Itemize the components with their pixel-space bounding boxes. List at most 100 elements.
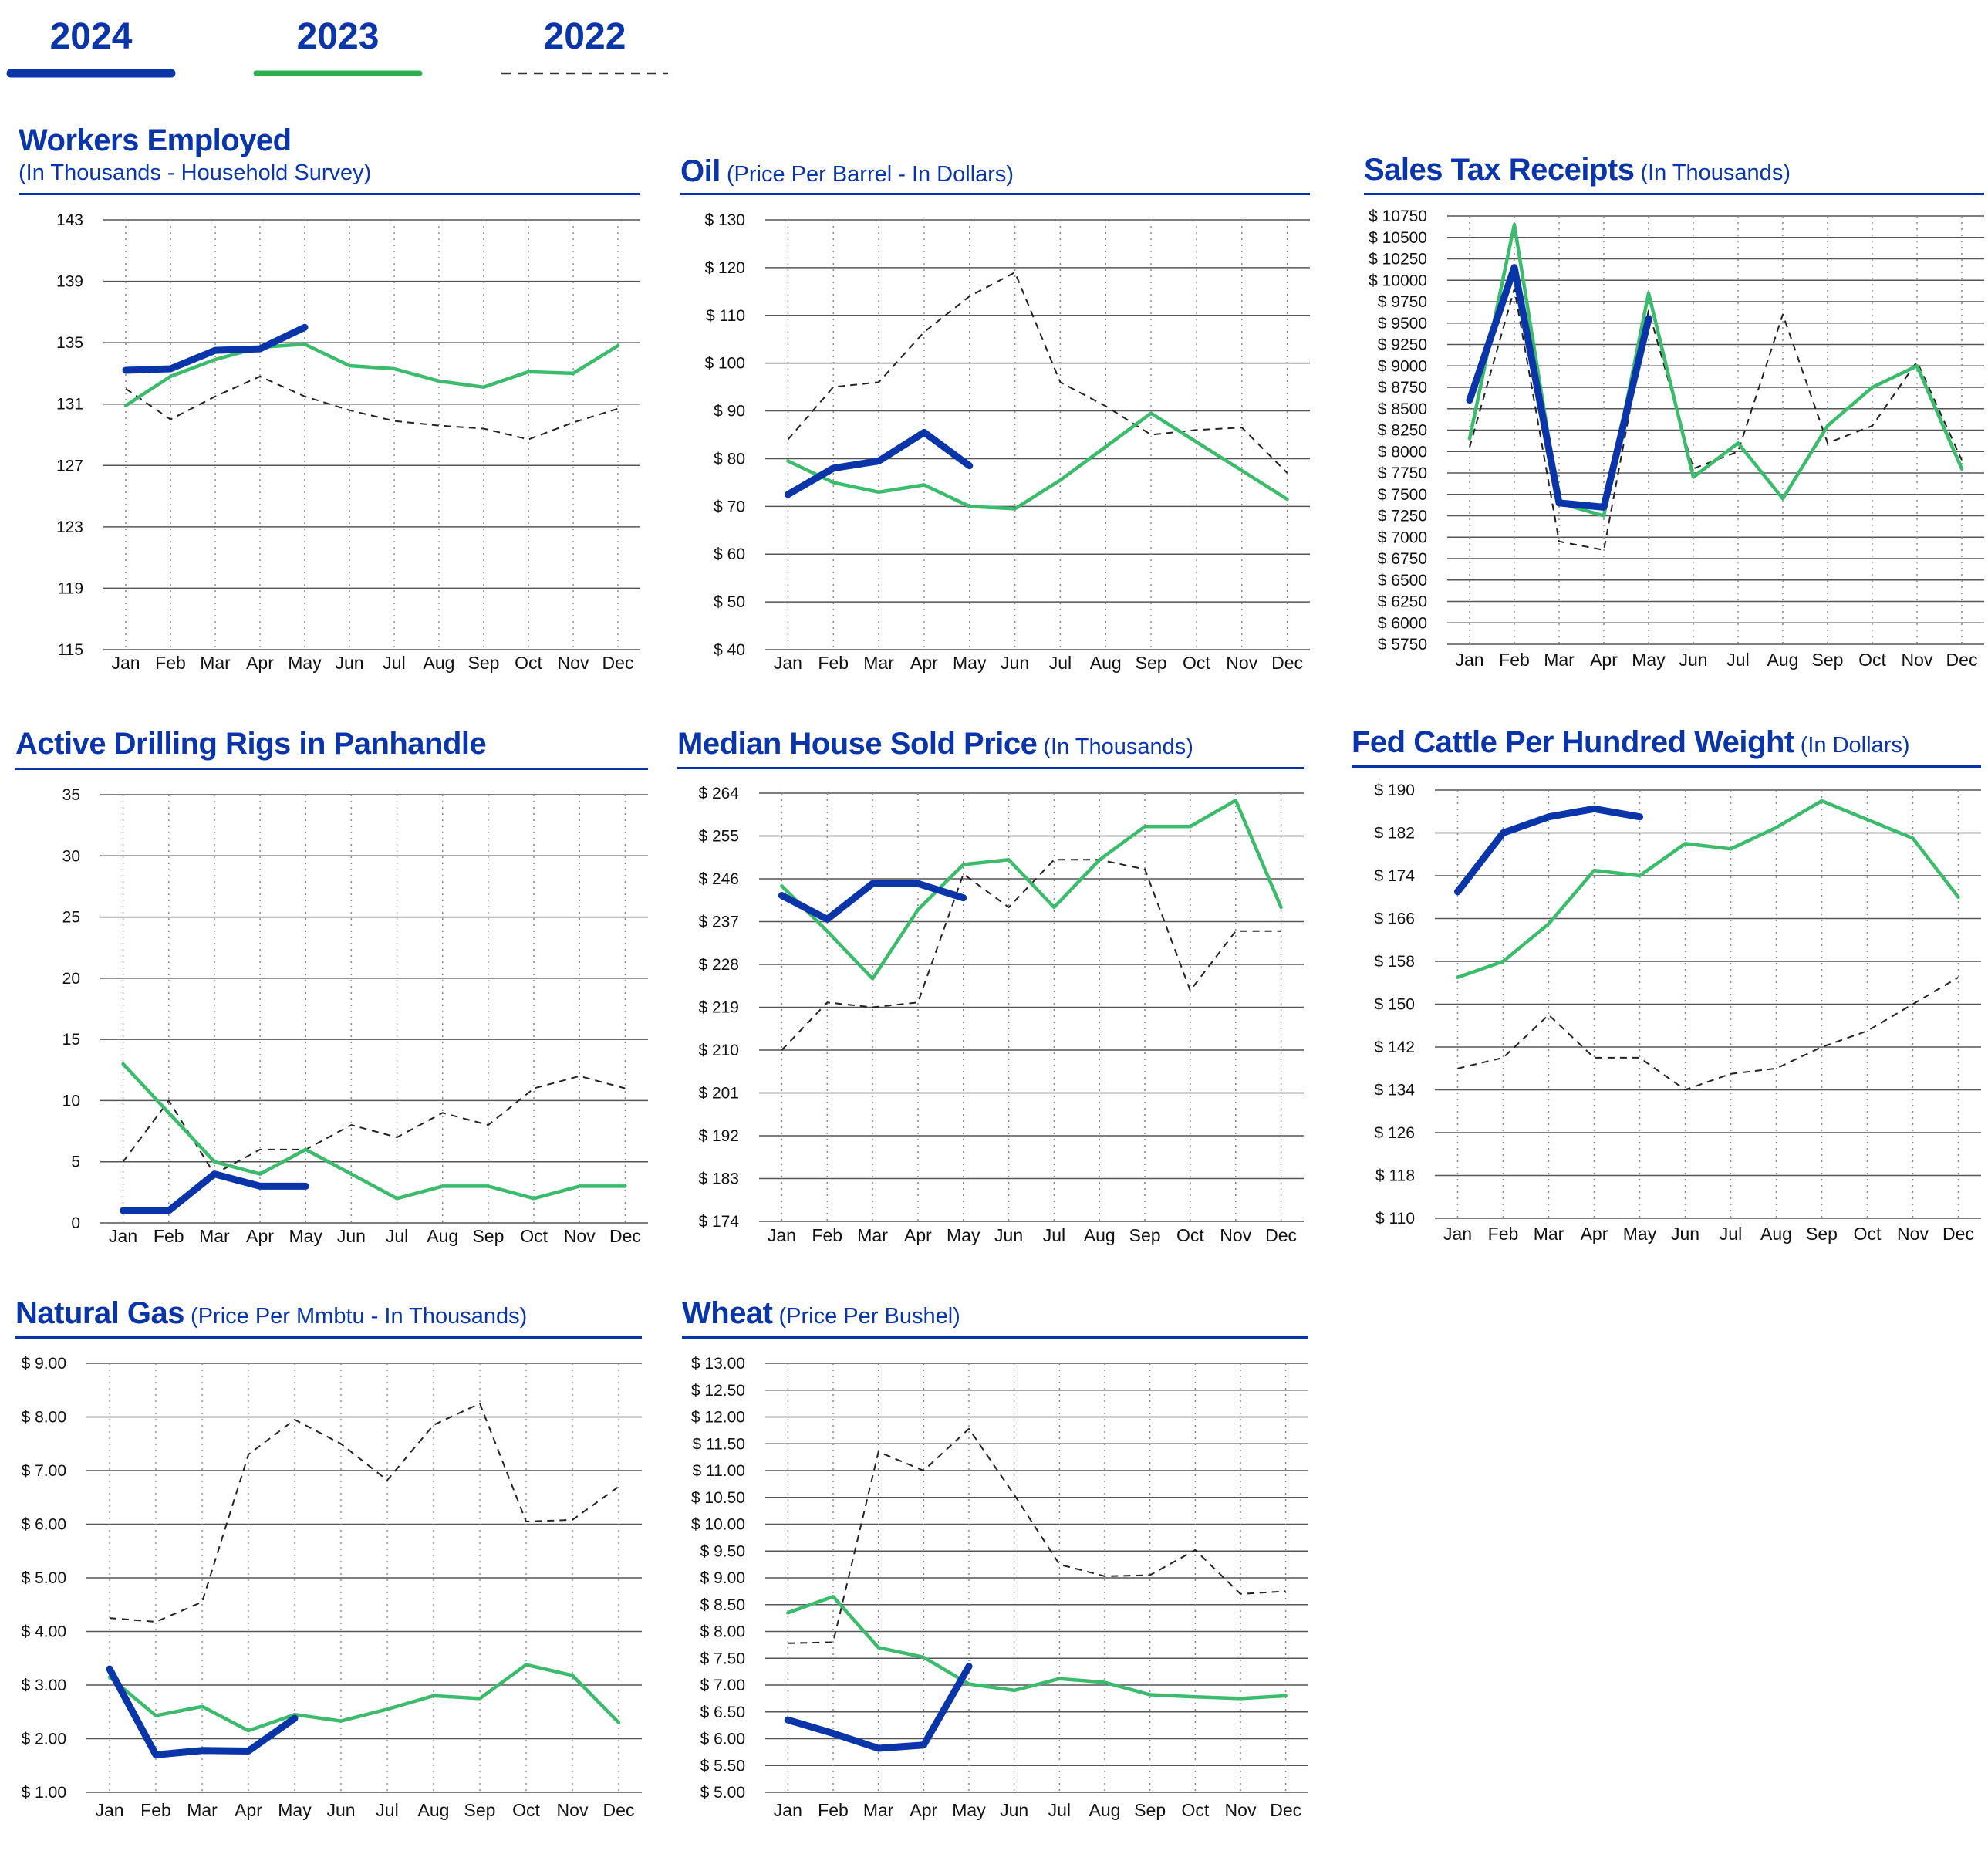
x-tick-label: May	[1632, 650, 1666, 670]
y-tick-label: 135	[56, 334, 83, 352]
x-tick-label: Jan	[1455, 650, 1483, 670]
x-tick-label: May	[952, 1800, 986, 1820]
y-tick-label: $ 110	[1375, 1210, 1415, 1228]
y-tick-label: $ 264	[698, 785, 739, 802]
chart-plot-sales-tax: $ 5750 $ 6000 $ 6250 $ 6500 $ 6750 $ 7000 $ 72…	[1369, 208, 1984, 670]
y-tick-label: $ 90	[714, 403, 745, 420]
chart-sales-tax-receipts: Sales Tax Receipts (In Thousands) $ 5750 $…	[1364, 153, 1984, 685]
chart-plot-cattle: $ 110 $ 118 $ 126 $ 134 $ 142 $ 150 $ 158 $ 166…	[1374, 782, 1981, 1244]
x-tick-label: Jul	[386, 1226, 408, 1246]
y-tick-label: 30	[62, 847, 80, 865]
x-tick-label: Jun	[1671, 1224, 1699, 1244]
x-tick-label: Nov	[1220, 1225, 1251, 1245]
x-tick-label: Jun	[1001, 653, 1029, 673]
y-tick-label: $ 100	[704, 355, 745, 373]
x-tick-label: Aug	[418, 1800, 450, 1820]
y-tick-label: 123	[56, 518, 83, 536]
y-tick-label: $ 11.00	[692, 1462, 745, 1480]
y-tick-label: 15	[62, 1031, 80, 1049]
series-line-2023	[786, 1595, 1288, 1701]
series-line-2023	[121, 1062, 627, 1201]
chart-workers-employed: Workers Employed (In Thousands - Househo…	[19, 123, 640, 687]
x-tick-label: Dec	[1265, 1225, 1297, 1245]
y-tick-label: $ 8750	[1378, 379, 1427, 397]
series-line-2024	[1466, 264, 1652, 511]
x-tick-label: Aug	[1760, 1224, 1792, 1244]
y-tick-label: $ 9000	[1378, 357, 1427, 375]
y-tick-label: 20	[62, 970, 80, 988]
x-tick-label: Nov	[557, 1800, 589, 1820]
series-line-2022	[122, 1075, 626, 1175]
y-tick-label: $ 219	[698, 999, 739, 1017]
x-tick-label: Apr	[235, 1800, 262, 1820]
x-tick-label: Jan	[774, 1800, 802, 1820]
y-tick-label: 25	[62, 909, 80, 927]
y-tick-label: $ 182	[1374, 825, 1415, 843]
x-tick-label: Nov	[564, 1226, 596, 1246]
y-tick-label: $ 7250	[1378, 508, 1427, 525]
legend-label-2022: 2022	[543, 16, 626, 57]
chart-title: Workers Employed	[19, 123, 292, 157]
chart-title: Oil	[680, 154, 721, 188]
x-tick-label: Sep	[472, 1226, 504, 1246]
series-line-2024	[784, 428, 974, 498]
chart-plot-house: $ 174 $ 183 $ 192 $ 201 $ 210 $ 219 $ 228 $ 237…	[698, 785, 1304, 1245]
legend-swatch-2024	[6, 69, 176, 78]
y-tick-label: $ 130	[704, 211, 745, 229]
y-tick-label: $ 10500	[1369, 229, 1427, 247]
x-tick-label: Apr	[904, 1225, 932, 1245]
y-tick-label: $ 8.00	[22, 1409, 66, 1427]
y-tick-label: $ 8000	[1378, 443, 1427, 461]
x-tick-label: Jun	[326, 1800, 355, 1820]
series-line-2022	[125, 375, 619, 441]
y-tick-label: $ 60	[714, 545, 745, 563]
x-tick-label: Aug	[1090, 653, 1122, 673]
x-tick-label: May	[1623, 1224, 1657, 1244]
y-tick-label: $ 11.50	[692, 1435, 745, 1453]
y-tick-label: $ 2.00	[22, 1731, 66, 1748]
x-tick-label: Jan	[774, 653, 802, 673]
y-tick-label: $ 9250	[1378, 336, 1427, 354]
series-line-2024	[120, 1170, 309, 1214]
x-tick-label: Jan	[111, 653, 140, 673]
series-line-2022	[787, 272, 1288, 474]
chart-plot-wheat: $ 5.00 $ 5.50 $ 6.00 $ 6.50 $ 7.00 $ 7.50 $ 8.…	[691, 1355, 1308, 1820]
x-tick-label: May	[947, 1225, 980, 1245]
chart-plot-workers: 115 119 123 127 131 135 139 143 Jan Feb Mar Apr May J…	[56, 211, 640, 673]
x-tick-label: Oct	[520, 1226, 548, 1246]
series-line-2022	[1469, 288, 1963, 551]
chart-subtitle: (In Dollars)	[1800, 733, 1910, 758]
y-tick-label: $ 9.00	[700, 1569, 745, 1587]
x-tick-label: Oct	[515, 653, 542, 673]
x-tick-label: Oct	[512, 1800, 540, 1820]
y-tick-label: $ 7000	[1378, 529, 1427, 546]
series-line-2024	[106, 1665, 299, 1758]
y-tick-label: $ 9.00	[22, 1355, 66, 1373]
x-tick-label: Aug	[427, 1226, 458, 1246]
y-tick-label: $ 174	[698, 1213, 739, 1231]
x-tick-label: Mar	[199, 1226, 230, 1246]
y-tick-label: $ 183	[698, 1170, 739, 1188]
series-line-2023	[786, 411, 1289, 511]
y-tick-label: 131	[56, 396, 83, 414]
x-tick-label: Mar	[863, 1800, 894, 1820]
x-tick-label: Apr	[246, 1226, 274, 1246]
x-tick-label: Apr	[1581, 1224, 1608, 1244]
legend-item-2023: 2023	[253, 9, 423, 79]
x-tick-label: Feb	[140, 1800, 171, 1820]
x-tick-label: Feb	[155, 653, 186, 673]
x-tick-label: Nov	[558, 653, 589, 673]
x-tick-label: Jan	[95, 1800, 123, 1820]
chart-plot-oil: $ 40 $ 50 $ 60 $ 70 $ 80 $ 90 $ 100 $ 110 $ 120 $…	[704, 211, 1310, 673]
chart-subtitle: (Price Per Barrel - In Dollars)	[726, 162, 1014, 187]
x-tick-label: Apr	[1590, 650, 1618, 670]
x-tick-label: Jan	[768, 1225, 796, 1245]
x-tick-label: Mar	[187, 1800, 218, 1820]
chart-active-drilling-rigs: Active Drilling Rigs in Panhandle 0 5 10 15…	[15, 727, 648, 1259]
x-tick-label: Oct	[1181, 1800, 1209, 1820]
legend-item-2022: 2022	[500, 9, 670, 79]
x-tick-label: Sep	[1129, 1225, 1161, 1245]
x-tick-label: Sep	[464, 1800, 496, 1820]
y-tick-label: $ 5.00	[700, 1784, 745, 1802]
x-tick-label: Jun	[337, 1226, 366, 1246]
